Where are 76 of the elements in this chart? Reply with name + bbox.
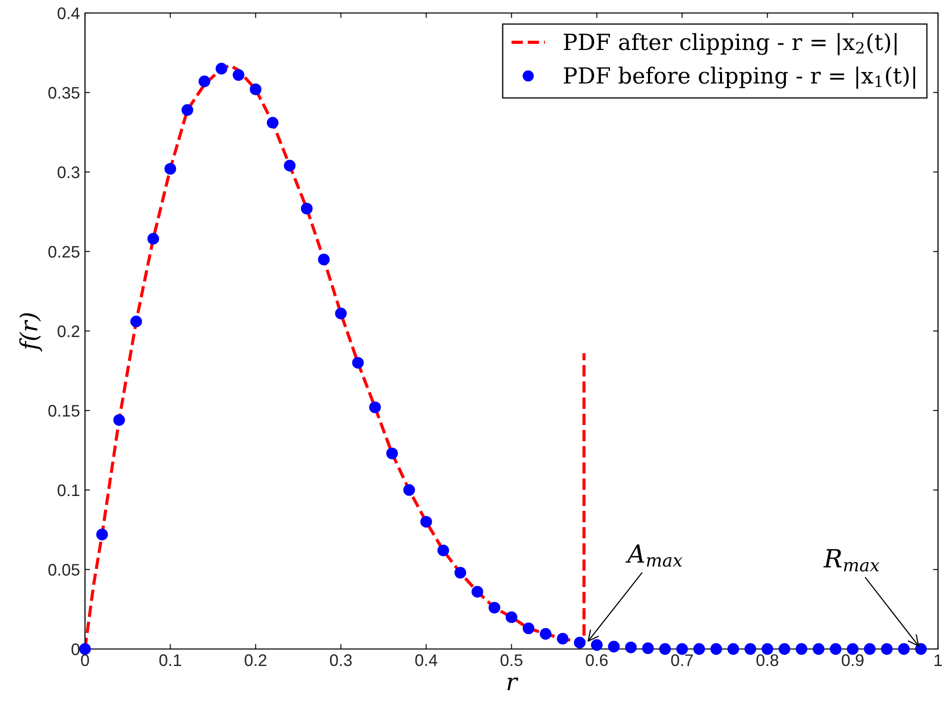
point xyxy=(403,484,415,496)
point xyxy=(830,643,842,655)
y-tick-label: 0.3 xyxy=(58,166,80,178)
x-tick-label: 0.8 xyxy=(756,654,778,666)
legend-label: PDF after clipping - r = |x$_{2}$(t)| xyxy=(564,33,897,56)
y-tick-label: 0.1 xyxy=(58,484,80,496)
point xyxy=(130,316,142,328)
x-tick-label: 0.1 xyxy=(159,654,182,666)
point xyxy=(250,83,262,96)
y-tick-label: 0 xyxy=(72,643,80,656)
point xyxy=(744,643,756,655)
point xyxy=(625,642,637,654)
y-tick-label: 0.25 xyxy=(48,246,80,258)
point xyxy=(232,69,244,81)
point xyxy=(778,643,790,655)
annotation: A$_{max}$ xyxy=(625,544,682,567)
point xyxy=(488,602,500,614)
x-tick-label: 0.6 xyxy=(586,654,608,666)
y-tick-label: 0.2 xyxy=(58,325,80,338)
y-tick-label: 0.35 xyxy=(48,86,80,99)
x-tick-label: 0.7 xyxy=(671,654,693,666)
x-tick-label: 0.4 xyxy=(415,654,438,666)
point xyxy=(506,611,518,624)
point xyxy=(386,448,398,460)
point xyxy=(898,643,910,655)
point xyxy=(574,636,586,648)
y-tick-label: 0.05 xyxy=(48,564,80,576)
point xyxy=(590,639,603,651)
point xyxy=(369,401,381,414)
point xyxy=(147,232,160,245)
point xyxy=(437,544,450,556)
point xyxy=(676,643,688,655)
point xyxy=(812,643,824,655)
point xyxy=(642,642,654,654)
point xyxy=(472,586,484,598)
x-tick-label: 0.3 xyxy=(330,654,352,666)
point xyxy=(284,160,296,172)
x-tick-label: 0.9 xyxy=(842,654,864,666)
point xyxy=(266,116,279,129)
annotation: R$_{max}$ xyxy=(823,549,880,572)
point xyxy=(420,516,432,528)
point xyxy=(659,643,671,655)
x-tick-label: 1 xyxy=(934,654,942,666)
point xyxy=(182,104,194,116)
y-tick-label: 0.4 xyxy=(58,7,80,20)
y-axis-title: f(r) xyxy=(19,313,42,352)
legend-label: PDF before clipping - r = |x$_{1}$(t)| xyxy=(564,66,916,89)
point xyxy=(216,62,228,74)
x-tick-label: 0.2 xyxy=(244,654,266,666)
point xyxy=(79,643,91,655)
point xyxy=(522,622,534,634)
point xyxy=(113,414,125,426)
point xyxy=(846,643,859,655)
point xyxy=(300,202,313,214)
point xyxy=(727,643,740,655)
point xyxy=(335,308,347,320)
y-tick-label: 0.15 xyxy=(48,404,80,417)
point xyxy=(915,643,927,655)
point xyxy=(540,628,552,640)
point xyxy=(710,643,722,655)
point xyxy=(164,162,176,175)
point xyxy=(693,643,706,655)
point xyxy=(318,254,330,266)
point xyxy=(864,643,876,655)
point xyxy=(762,643,774,655)
point xyxy=(608,640,620,652)
point xyxy=(796,643,808,655)
point xyxy=(198,76,210,88)
point xyxy=(880,643,893,655)
point xyxy=(96,528,108,540)
x-axis-title: r xyxy=(508,678,518,690)
x-tick-label: 0.5 xyxy=(500,654,522,666)
point xyxy=(454,566,466,579)
point xyxy=(352,356,364,369)
x-tick-label: 0 xyxy=(81,654,89,666)
point xyxy=(556,632,569,645)
